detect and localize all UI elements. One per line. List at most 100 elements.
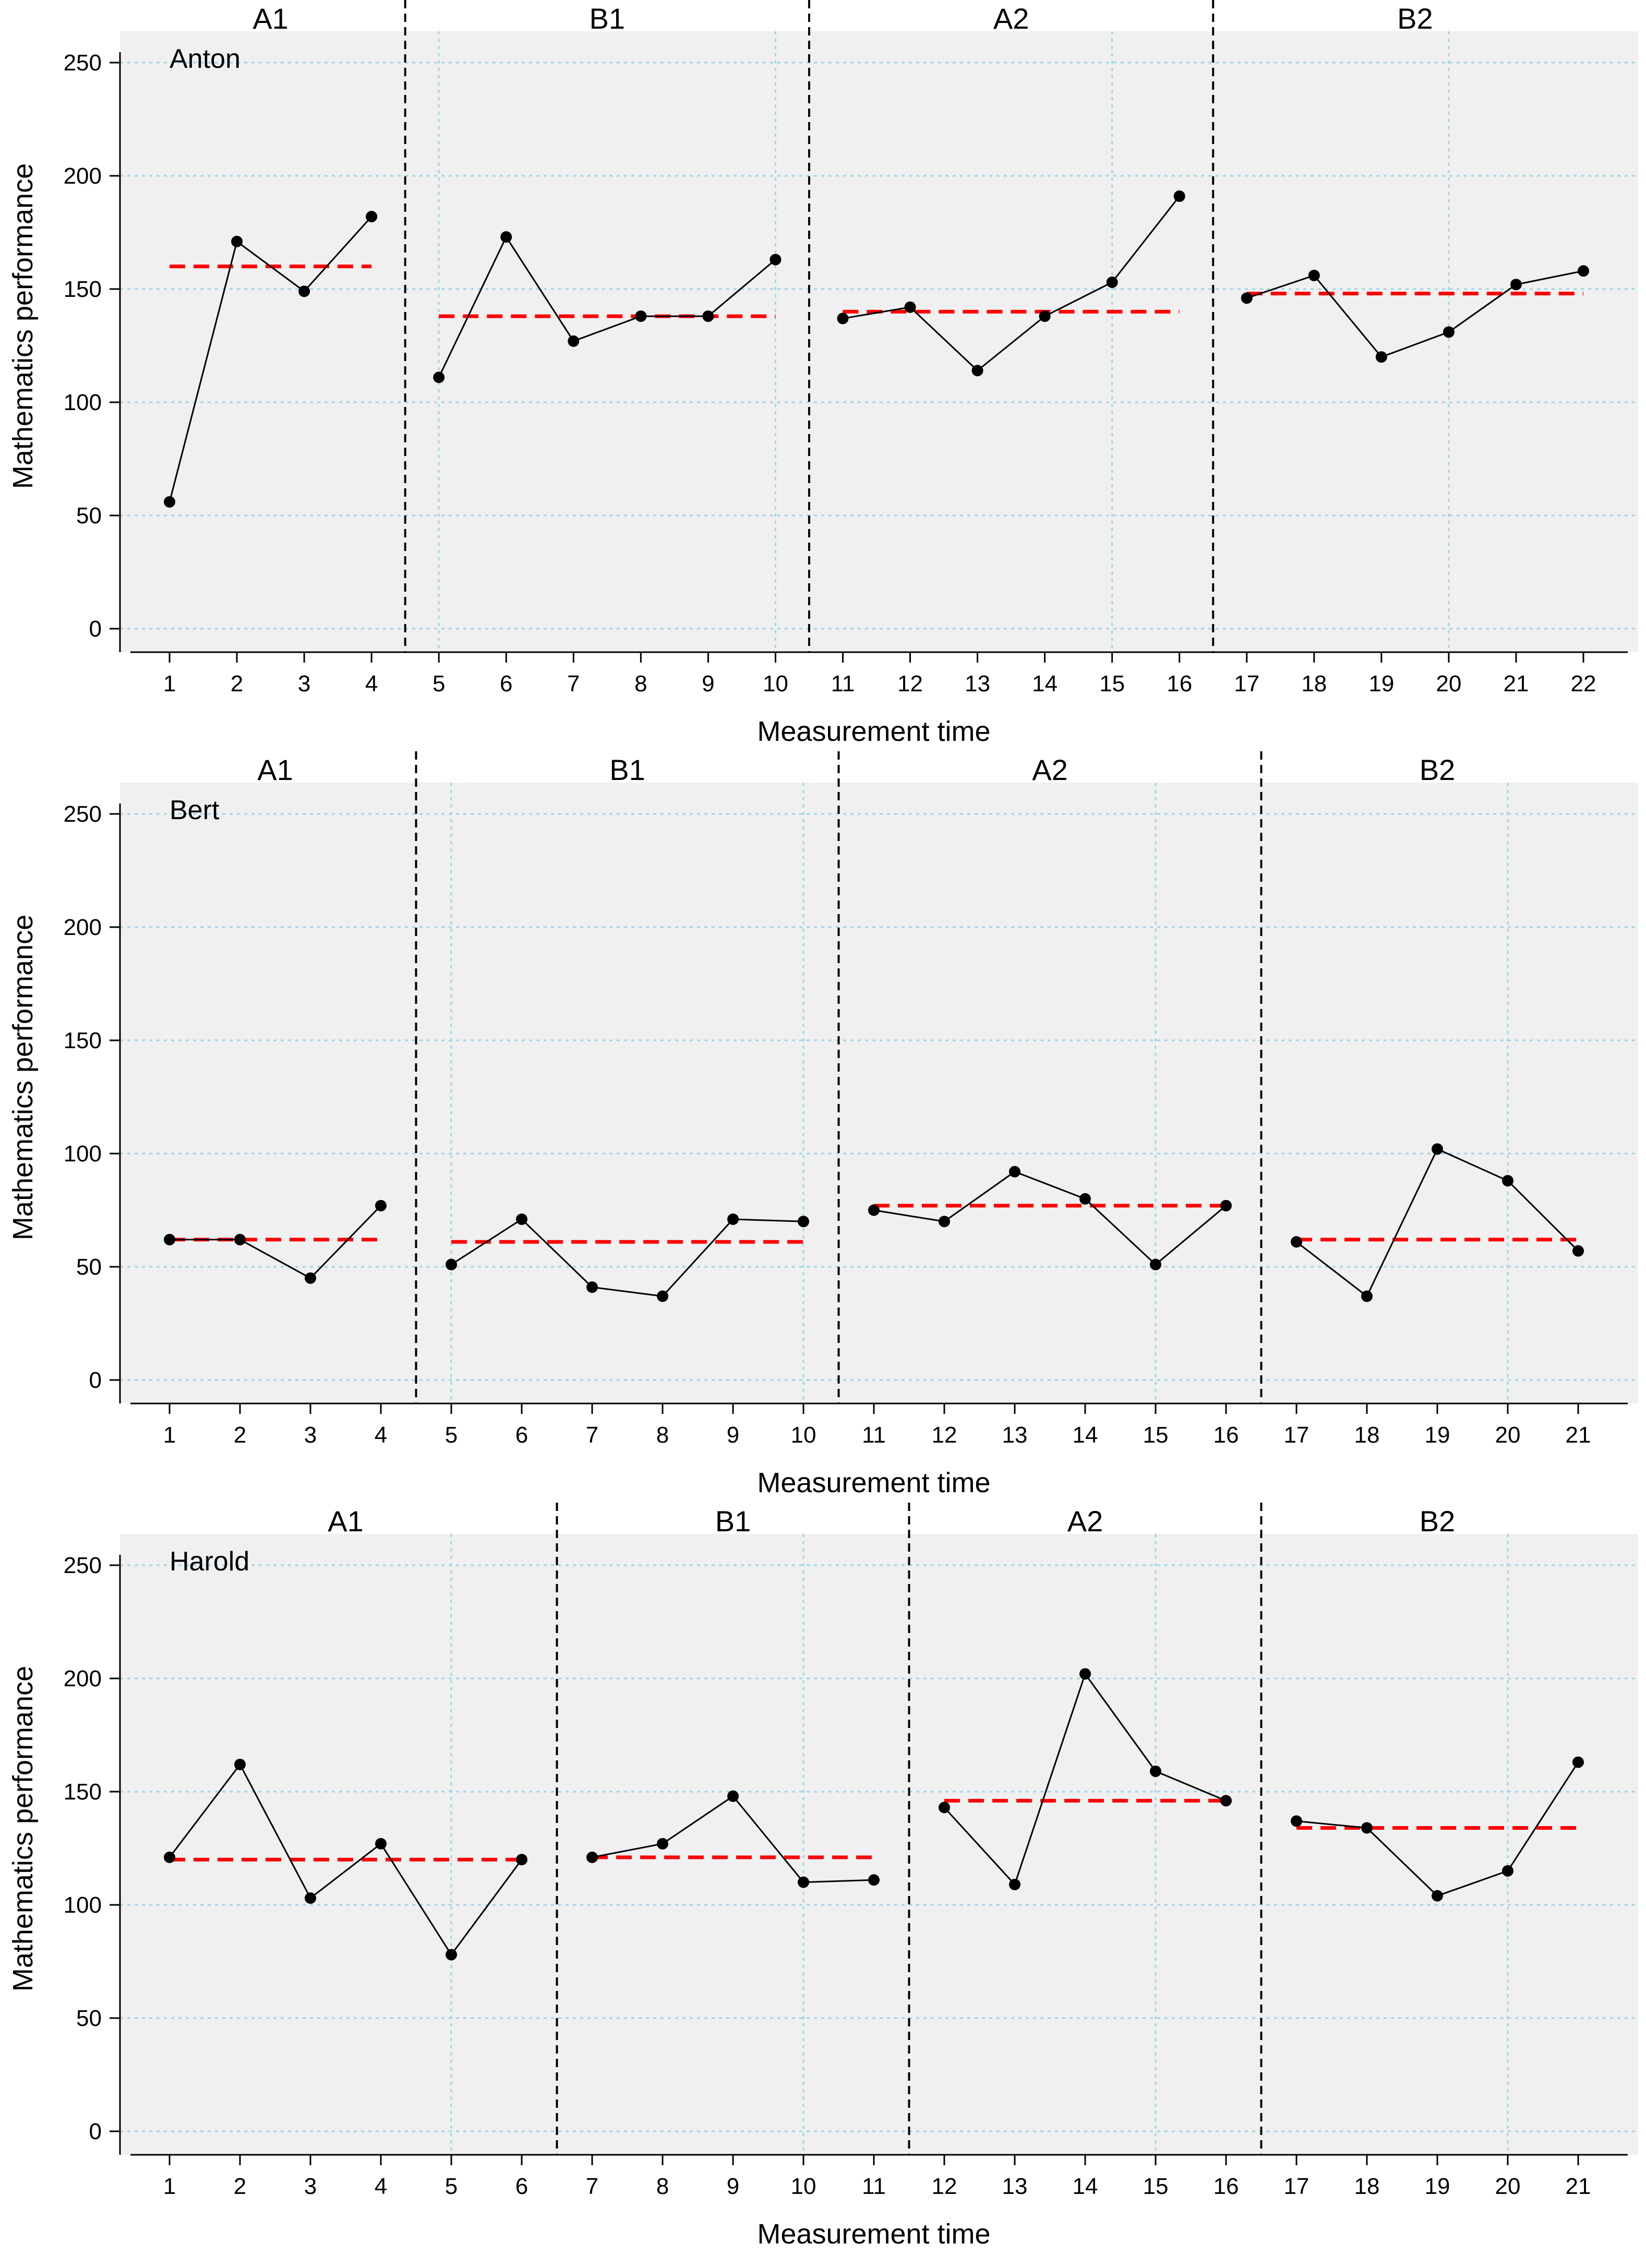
data-point (305, 1892, 316, 1904)
data-point (231, 235, 243, 247)
x-tick-label: 12 (932, 1422, 957, 1448)
x-tick-label: 10 (763, 671, 788, 697)
data-point (1106, 276, 1118, 288)
y-axis-title: Mathematics performance (7, 915, 39, 1240)
x-tick-label: 10 (791, 2174, 816, 2199)
x-tick-label: 16 (1214, 1422, 1239, 1448)
data-point (1572, 1756, 1584, 1768)
data-point (770, 254, 782, 266)
data-point (657, 1838, 668, 1850)
y-tick-label: 250 (64, 50, 102, 76)
data-point (1220, 1199, 1232, 1211)
phase-label: B1 (609, 753, 645, 786)
data-point (164, 496, 175, 508)
data-point (1009, 1166, 1020, 1178)
x-tick-label: 14 (1032, 671, 1058, 697)
x-tick-label: 6 (500, 671, 512, 697)
data-point (657, 1290, 668, 1302)
phase-label: B2 (1397, 2, 1433, 35)
series-line (843, 196, 1180, 372)
x-tick-label: 3 (304, 1422, 317, 1448)
x-tick-label: 8 (656, 1422, 669, 1448)
plot-area (120, 783, 1638, 1403)
x-tick-label: 19 (1368, 671, 1394, 697)
x-tick-label: 2 (234, 1422, 246, 1448)
x-tick-label: 1 (163, 2174, 176, 2199)
data-point (446, 1949, 457, 1961)
series-line (169, 216, 373, 502)
y-tick-label: 100 (64, 390, 102, 415)
data-point (1443, 326, 1455, 338)
x-tick-label: 15 (1099, 671, 1125, 697)
y-tick-label: 100 (64, 1892, 102, 1918)
x-tick-label: 4 (365, 671, 378, 697)
data-point (446, 1258, 457, 1270)
data-point (375, 1199, 387, 1211)
x-axis-title: Measurement time (757, 2218, 990, 2250)
data-point (234, 1758, 246, 1770)
plot-area (120, 1534, 1638, 2155)
data-point (366, 211, 378, 223)
participant-label: Bert (170, 795, 220, 825)
data-point (635, 310, 647, 322)
data-point (702, 310, 714, 322)
series-line (438, 235, 776, 378)
data-point (1079, 1668, 1091, 1680)
plot-area (120, 31, 1638, 652)
phase-label: A1 (328, 1505, 364, 1538)
data-point (904, 301, 916, 313)
x-tick-label: 6 (515, 2174, 528, 2199)
data-point (1572, 1245, 1584, 1257)
x-tick-label: 11 (831, 671, 855, 697)
x-tick-label: 15 (1143, 2174, 1169, 2199)
data-point (1308, 269, 1320, 281)
x-tick-label: 9 (727, 2174, 739, 2199)
data-point (433, 371, 445, 383)
x-tick-label: 3 (304, 2174, 317, 2199)
data-point (1009, 1878, 1020, 1890)
x-tick-label: 15 (1143, 1422, 1169, 1448)
y-tick-label: 150 (64, 1779, 102, 1805)
x-tick-label: 1 (163, 671, 176, 697)
data-point (727, 1213, 739, 1225)
x-tick-label: 9 (727, 1422, 739, 1448)
x-tick-label: 16 (1214, 2174, 1239, 2199)
x-tick-label: 5 (445, 2174, 458, 2199)
phase-label: B2 (1420, 1505, 1456, 1538)
y-axis-title: Mathematics performance (7, 1666, 39, 1991)
data-point (798, 1216, 809, 1228)
x-tick-label: 6 (515, 1422, 528, 1448)
x-tick-label: 20 (1495, 2174, 1521, 2199)
x-tick-label: 21 (1566, 1422, 1591, 1448)
data-point (1220, 1795, 1232, 1807)
x-tick-label: 10 (791, 1422, 816, 1448)
data-point (1432, 1143, 1443, 1155)
data-point (234, 1233, 246, 1245)
x-tick-label: 7 (586, 1422, 598, 1448)
x-tick-label: 14 (1073, 2174, 1098, 2199)
y-tick-label: 250 (64, 801, 102, 827)
data-point (1361, 1290, 1373, 1302)
series-line (169, 1763, 523, 1957)
data-point (164, 1233, 175, 1245)
data-point (939, 1802, 950, 1814)
data-point (1039, 310, 1051, 322)
data-point (375, 1838, 387, 1850)
data-point (1173, 190, 1185, 202)
x-tick-label: 13 (965, 671, 990, 697)
data-point (868, 1204, 880, 1216)
data-point (586, 1851, 598, 1863)
data-point (939, 1216, 950, 1228)
data-point (1578, 265, 1589, 277)
data-point (516, 1854, 527, 1866)
x-tick-label: 22 (1571, 671, 1596, 697)
x-tick-label: 11 (862, 1422, 886, 1448)
y-tick-label: 200 (64, 163, 102, 189)
x-tick-label: 5 (432, 671, 445, 697)
x-tick-label: 11 (862, 2174, 886, 2199)
x-tick-label: 2 (231, 671, 243, 697)
data-point (500, 231, 512, 243)
